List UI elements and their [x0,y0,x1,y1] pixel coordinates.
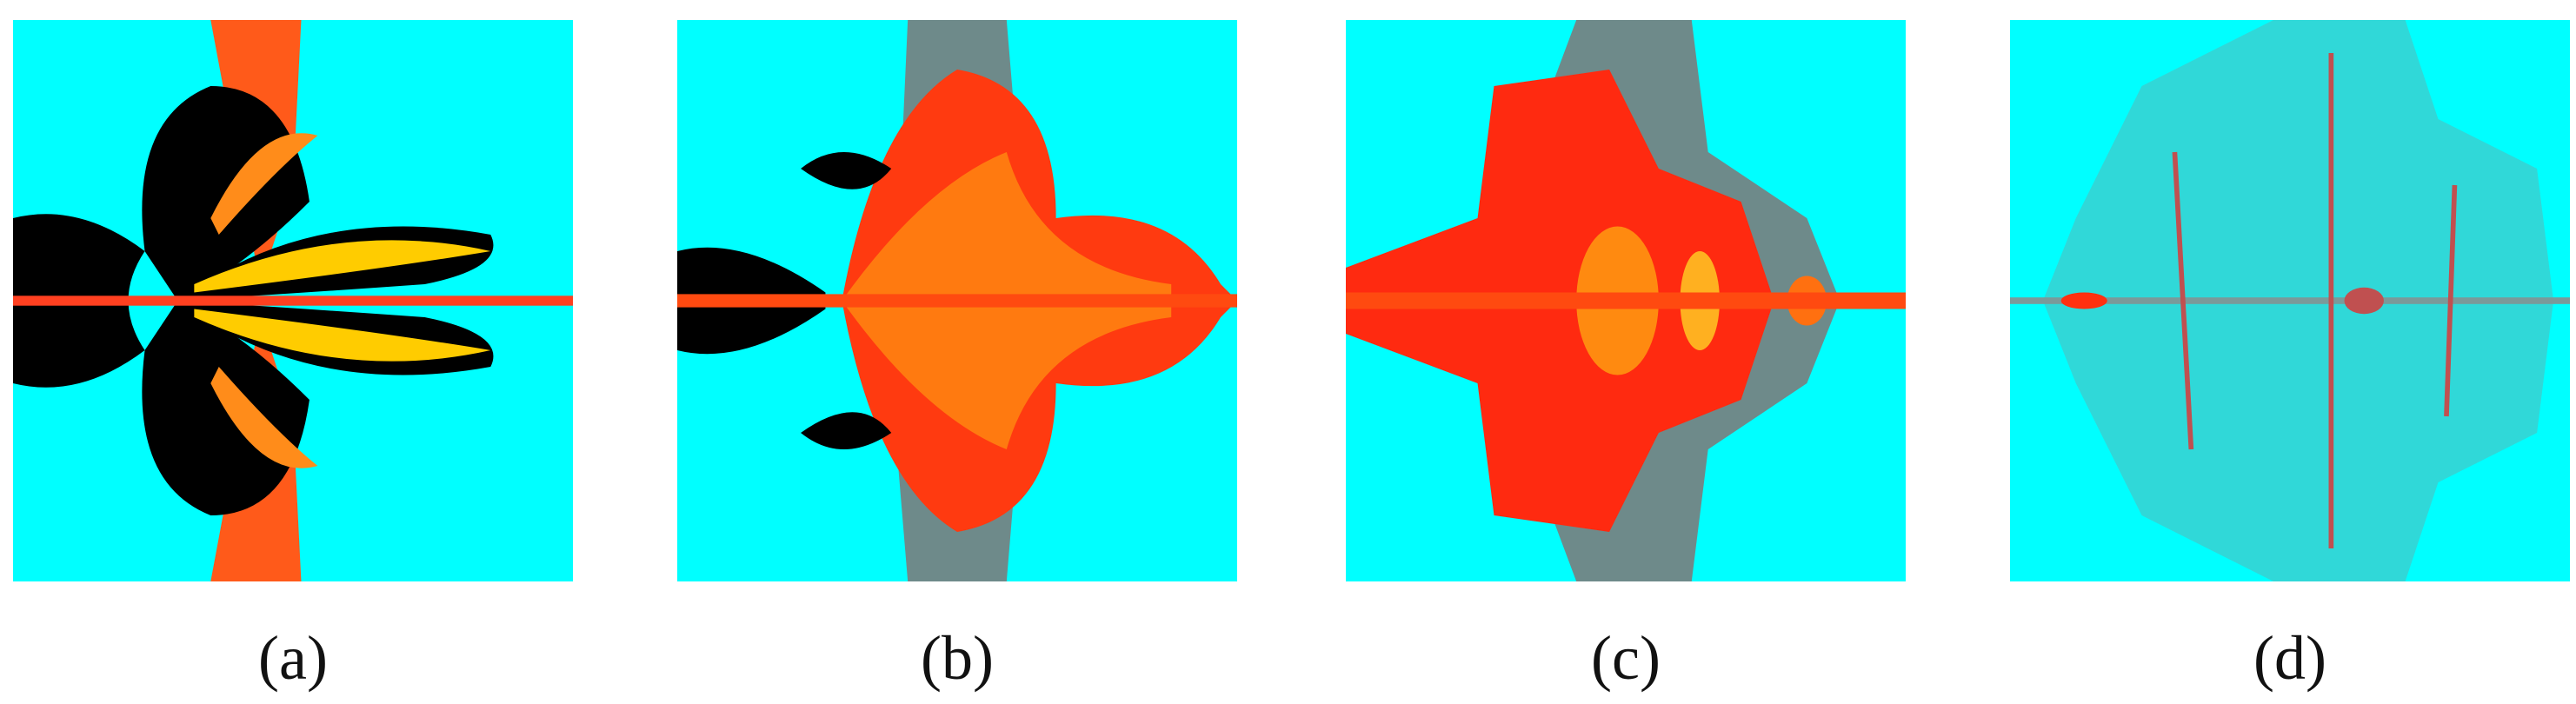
fractal-image [13,20,573,581]
axis-band [2010,297,2570,304]
fractal-image [2010,20,2570,581]
red-filament [2172,53,2458,548]
red-speck [2344,287,2384,315]
panel-label: (d) [2253,623,2326,693]
axis-band [13,296,573,306]
yellow-band [194,240,491,293]
axis-band [1346,292,1906,309]
panel-label: (b) [921,623,994,693]
fractal-image [677,20,1237,581]
red-speck [2060,292,2107,309]
fractal-image [1346,20,1906,581]
panel-label: (a) [258,623,328,693]
yellow-band [194,309,491,362]
panel-label: (c) [1591,623,1661,693]
axis-band [677,294,1237,308]
